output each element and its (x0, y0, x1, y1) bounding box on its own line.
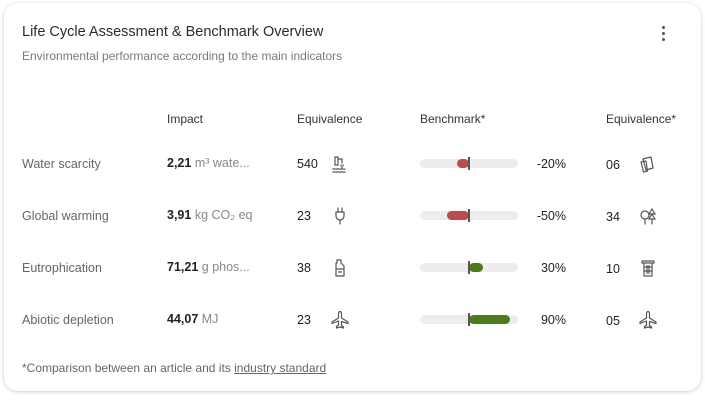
table-row: Global warming 3,91 kg CO₂ eq 23 -50% 34 (4, 201, 701, 231)
benchmark-bar (420, 261, 518, 274)
detergent-icon (330, 258, 350, 278)
more-options-icon[interactable] (656, 23, 672, 45)
cups-icon (638, 154, 658, 174)
equivalence-value: 23 (297, 209, 311, 223)
indicator-label: Abiotic depletion (22, 313, 114, 327)
benchmark-equivalence-value: 05 (606, 314, 620, 328)
indicator-label: Eutrophication (22, 261, 102, 275)
benchmark-equivalence-value: 06 (606, 158, 620, 172)
footnote: *Comparison between an article and its i… (22, 361, 327, 375)
benchmark-fill (469, 315, 510, 324)
benchmark-equivalence-value: 34 (606, 210, 620, 224)
benchmark-fill (469, 263, 483, 272)
benchmark-percent: -50% (536, 209, 566, 223)
benchmark-bar (420, 313, 518, 326)
benchmark-percent: 90% (540, 313, 566, 327)
shower-icon (330, 154, 350, 174)
card-subtitle: Environmental performance according to t… (22, 49, 343, 63)
equivalence-value: 540 (297, 157, 318, 171)
header-equivalence: Equivalence (297, 112, 363, 126)
header-benchmark: Benchmark* (420, 112, 486, 126)
header-equivalence-benchmark: Equivalence* (606, 112, 677, 126)
equivalence-value: 23 (297, 313, 311, 327)
impact-value: 2,21 m³ wate... (167, 156, 250, 170)
equivalence-value: 38 (297, 261, 311, 275)
benchmark-percent: 30% (540, 261, 566, 275)
indicator-label: Global warming (22, 209, 109, 223)
impact-value: 71,21 g phos... (167, 260, 250, 274)
benchmark-percent: -20% (536, 157, 566, 171)
card-title: Life Cycle Assessment & Benchmark Overvi… (22, 24, 324, 40)
impact-value: 44,07 MJ (167, 312, 219, 326)
table-row: Abiotic depletion 44,07 MJ 23 90% 05 (4, 305, 701, 335)
benchmark-bar (420, 209, 518, 222)
lca-card: Life Cycle Assessment & Benchmark Overvi… (4, 3, 701, 391)
table-row: Water scarcity 2,21 m³ wate... 540 -20% … (4, 149, 701, 179)
airplane-icon (330, 310, 350, 330)
benchmark-equivalence-value: 10 (606, 262, 620, 276)
impact-value: 3,91 kg CO₂ eq (167, 208, 253, 222)
filter-icon (638, 258, 658, 278)
benchmark-fill (457, 159, 469, 168)
airplane-icon (638, 310, 658, 330)
benchmark-fill (446, 211, 469, 220)
benchmark-bar (420, 157, 518, 170)
plug-icon (330, 206, 350, 226)
industry-standard-link[interactable]: industry standard (234, 361, 327, 375)
header-impact: Impact (167, 112, 204, 126)
trees-icon (638, 206, 658, 226)
indicator-label: Water scarcity (22, 157, 101, 171)
table-row: Eutrophication 71,21 g phos... 38 30% 10 (4, 253, 701, 283)
